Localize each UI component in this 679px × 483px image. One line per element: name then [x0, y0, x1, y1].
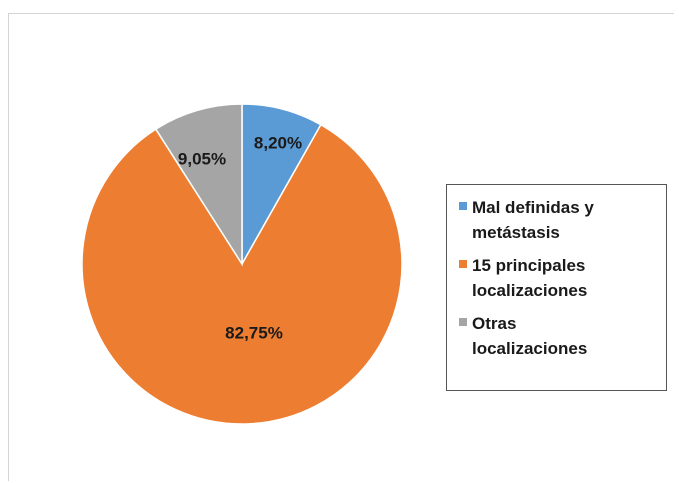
- legend-item-otras: Otras localizaciones: [459, 311, 658, 361]
- legend-label: Otras localizaciones: [472, 314, 588, 358]
- legend-item-15-principales: 15 principales localizaciones: [459, 253, 658, 303]
- chart-area: 8,20% 82,75% 9,05% Mal definidas y metásta…: [8, 13, 674, 481]
- pie-data-labels: 8,20% 82,75% 9,05%: [178, 133, 302, 342]
- slice-otras: [154, 103, 243, 267]
- slice-15-principales: [81, 123, 403, 425]
- data-label-otras: 9,05%: [178, 149, 226, 168]
- legend-swatch-blue: [459, 202, 467, 210]
- legend-label: 15 principales localizaciones: [472, 256, 588, 300]
- legend-item-mal-definidas: Mal definidas y metástasis: [459, 195, 658, 245]
- pie-chart: 8,20% 82,75% 9,05%: [81, 103, 403, 425]
- legend-label: Mal definidas y metástasis: [472, 198, 594, 242]
- legend-swatch-orange: [459, 260, 467, 268]
- data-label-15-principales: 82,75%: [225, 323, 283, 342]
- legend: Mal definidas y metástasis 15 principale…: [446, 184, 667, 391]
- legend-swatch-gray: [459, 318, 467, 326]
- data-label-mal-definidas: 8,20%: [254, 133, 302, 152]
- pie-slices: [81, 103, 403, 425]
